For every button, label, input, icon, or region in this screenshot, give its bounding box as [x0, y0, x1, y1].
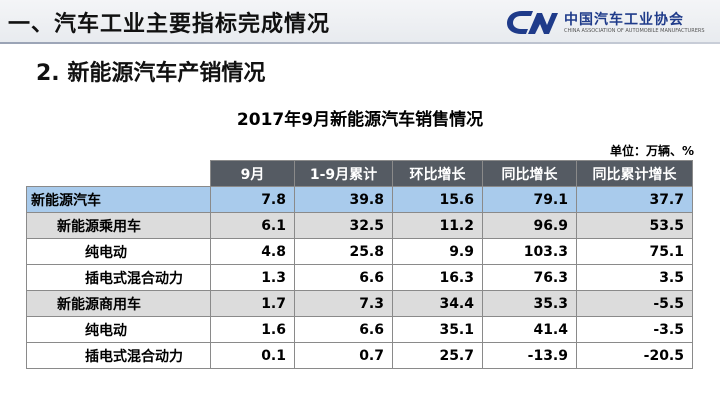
table-cell: 1.3 — [210, 264, 295, 291]
table-cell: 16.3 — [392, 264, 483, 291]
table-cell: 79.1 — [482, 186, 577, 213]
column-header: 9月 — [210, 160, 295, 187]
logo-chinese-name: 中国汽车工业协会 — [564, 12, 684, 28]
table-cell: 11.2 — [392, 212, 483, 239]
row-label: 插电式混合动力 — [26, 342, 211, 369]
logo-english-name: CHINA ASSOCIATION OF AUTOMOBILE MANUFACT… — [564, 28, 705, 34]
table-cell: 15.6 — [392, 186, 483, 213]
row-label: 插电式混合动力 — [26, 264, 211, 291]
row-label: 新能源商用车 — [26, 290, 211, 317]
table-cell: 53.5 — [576, 212, 693, 239]
table-cell: 25.8 — [294, 238, 393, 265]
row-label: 纯电动 — [26, 316, 211, 343]
table-row: 插电式混合动力 1.3 6.6 16.3 76.3 3.5 — [26, 264, 693, 291]
unit-label: 单位：万辆、% — [609, 144, 694, 158]
table-cell: 32.5 — [294, 212, 393, 239]
table-cell: 103.3 — [482, 238, 577, 265]
table-cell: -3.5 — [576, 316, 693, 343]
table-cell: 0.1 — [210, 342, 295, 369]
table-row: 新能源汽车 7.8 39.8 15.6 79.1 37.7 — [26, 186, 693, 213]
table-cell: 9.9 — [392, 238, 483, 265]
table-cell: 41.4 — [482, 316, 577, 343]
table-cell: 37.7 — [576, 186, 693, 213]
column-header: 1-9月累计 — [294, 160, 393, 187]
table-cell: -20.5 — [576, 342, 693, 369]
table-cell: -13.9 — [482, 342, 577, 369]
table-cell: 1.6 — [210, 316, 295, 343]
table-cell: 3.5 — [576, 264, 693, 291]
page-title: 一、汽车工业主要指标完成情况 — [8, 12, 331, 37]
caam-logo: 中国汽车工业协会 CHINA ASSOCIATION OF AUTOMOBILE… — [504, 7, 714, 37]
table-cell: 76.3 — [482, 264, 577, 291]
table-cell: 6.1 — [210, 212, 295, 239]
table-cell: 0.7 — [294, 342, 393, 369]
column-header: 同比累计增长 — [576, 160, 693, 187]
table-cell: 96.9 — [482, 212, 577, 239]
table-cell: 6.6 — [294, 316, 393, 343]
row-label: 纯电动 — [26, 238, 211, 265]
table-cell: 6.6 — [294, 264, 393, 291]
caam-logo-icon — [507, 11, 558, 34]
header-divider — [0, 42, 720, 44]
header-corner-cell — [26, 160, 211, 187]
table-header-row: 9月 1-9月累计 环比增长 同比增长 同比累计增长 — [26, 160, 693, 187]
table-row: 纯电动 1.6 6.6 35.1 41.4 -3.5 — [26, 316, 693, 343]
row-label: 新能源乘用车 — [26, 212, 211, 239]
table-cell: 1.7 — [210, 290, 295, 317]
header-band — [0, 0, 720, 42]
table-cell: 75.1 — [576, 238, 693, 265]
table-cell: 34.4 — [392, 290, 483, 317]
table-cell: 7.3 — [294, 290, 393, 317]
table-cell: 35.1 — [392, 316, 483, 343]
table-cell: 39.8 — [294, 186, 393, 213]
table-cell: 25.7 — [392, 342, 483, 369]
row-label: 新能源汽车 — [26, 186, 211, 213]
table-row: 插电式混合动力 0.1 0.7 25.7 -13.9 -20.5 — [26, 342, 693, 369]
sales-table: 9月 1-9月累计 环比增长 同比增长 同比累计增长 新能源汽车 7.8 39.… — [26, 160, 693, 369]
column-header: 同比增长 — [482, 160, 577, 187]
table-row: 新能源乘用车 6.1 32.5 11.2 96.9 53.5 — [26, 212, 693, 239]
table-cell: -5.5 — [576, 290, 693, 317]
table-title: 2017年9月新能源汽车销售情况 — [236, 110, 484, 130]
table-cell: 35.3 — [482, 290, 577, 317]
column-header: 环比增长 — [392, 160, 483, 187]
table-cell: 4.8 — [210, 238, 295, 265]
table-row: 纯电动 4.8 25.8 9.9 103.3 75.1 — [26, 238, 693, 265]
table-cell: 7.8 — [210, 186, 295, 213]
section-title: 2. 新能源汽车产销情况 — [36, 61, 266, 86]
table-row: 新能源商用车 1.7 7.3 34.4 35.3 -5.5 — [26, 290, 693, 317]
